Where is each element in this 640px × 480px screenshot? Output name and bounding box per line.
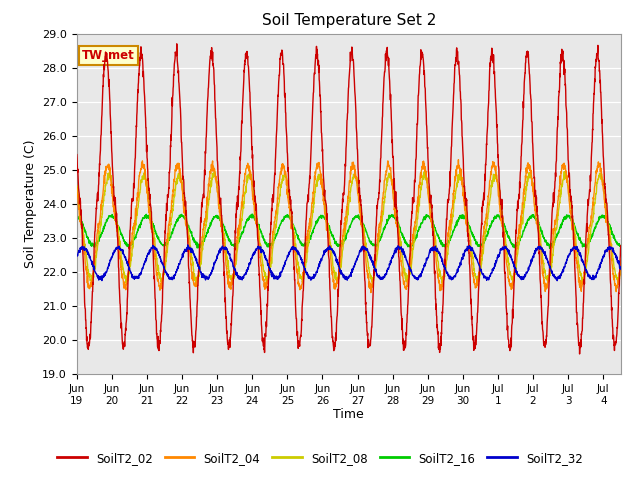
Legend: SoilT2_02, SoilT2_04, SoilT2_08, SoilT2_16, SoilT2_32: SoilT2_02, SoilT2_04, SoilT2_08, SoilT2_… — [52, 447, 588, 469]
Title: Soil Temperature Set 2: Soil Temperature Set 2 — [262, 13, 436, 28]
X-axis label: Time: Time — [333, 408, 364, 421]
Text: TW_met: TW_met — [82, 49, 135, 62]
Y-axis label: Soil Temperature (C): Soil Temperature (C) — [24, 140, 36, 268]
